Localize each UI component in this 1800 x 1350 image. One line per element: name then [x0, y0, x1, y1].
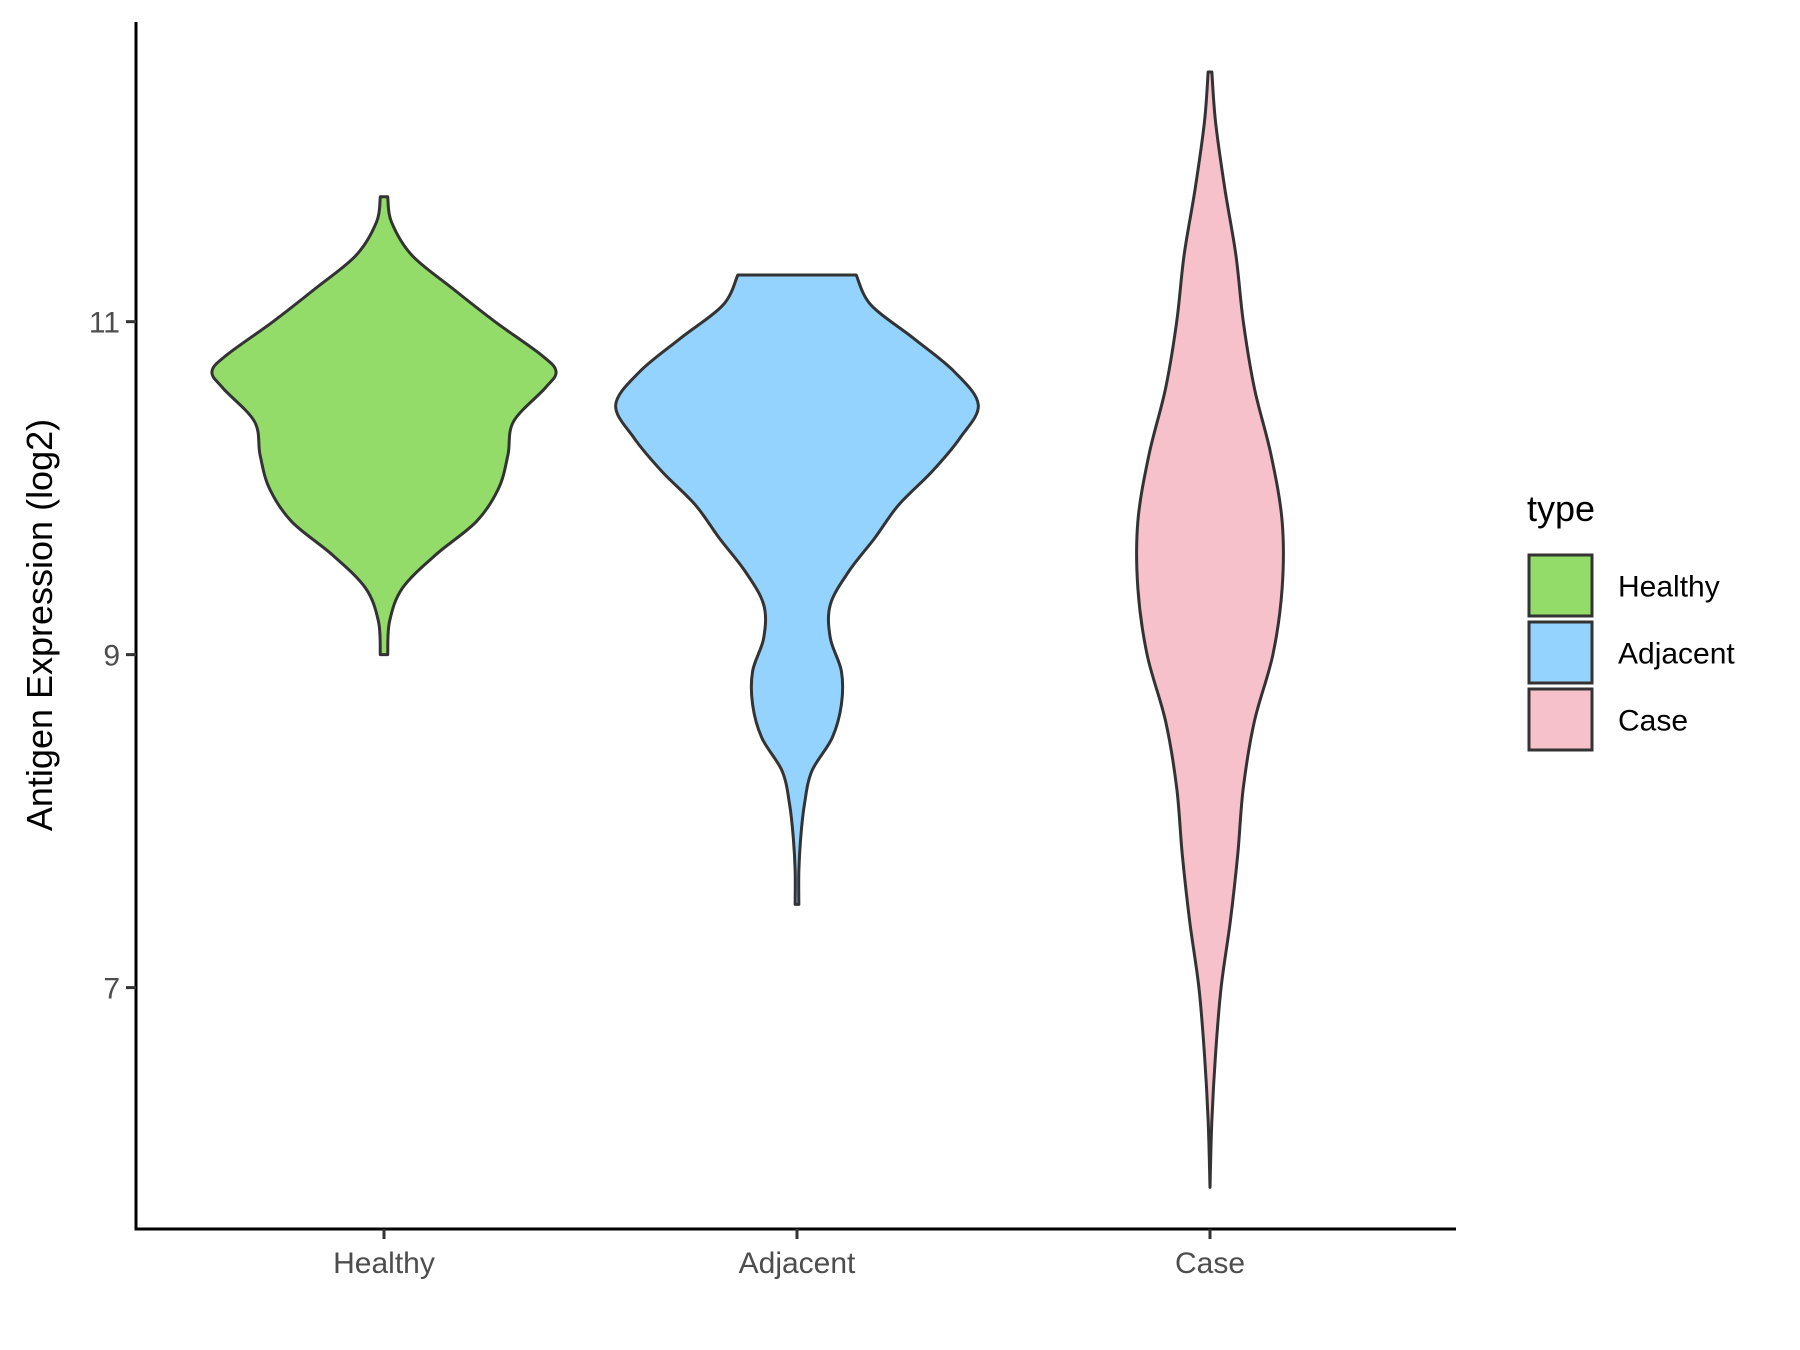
- legend-key-healthy: [1527, 553, 1594, 618]
- legend-title: type: [1527, 488, 1595, 529]
- y-ticks: 7 9 11: [89, 307, 136, 1006]
- legend-key-case: [1527, 687, 1594, 752]
- legend-label-healthy: Healthy: [1618, 571, 1720, 604]
- x-ticks: Healthy Adjacent Case: [333, 1229, 1245, 1280]
- y-tick-label: 7: [103, 973, 120, 1006]
- x-tick-label: Case: [1175, 1247, 1245, 1280]
- legend-key-adjacent: [1527, 620, 1594, 685]
- legend: type Healthy Adjacent Case: [1527, 488, 1735, 752]
- y-tick-label: 11: [89, 307, 120, 340]
- x-tick-label: Healthy: [333, 1247, 435, 1280]
- axes: [134, 22, 1456, 1231]
- violin-layer: [210, 70, 1285, 1189]
- y-tick-label: 9: [103, 640, 120, 673]
- legend-label-adjacent: Adjacent: [1618, 638, 1735, 671]
- legend-label-case: Case: [1618, 705, 1688, 738]
- violin-case: [1135, 70, 1285, 1189]
- y-axis-title: Antigen Expression (log2): [19, 419, 60, 831]
- violin-healthy: [210, 195, 558, 657]
- x-tick-label: Adjacent: [739, 1247, 856, 1280]
- violin-adjacent: [614, 273, 980, 906]
